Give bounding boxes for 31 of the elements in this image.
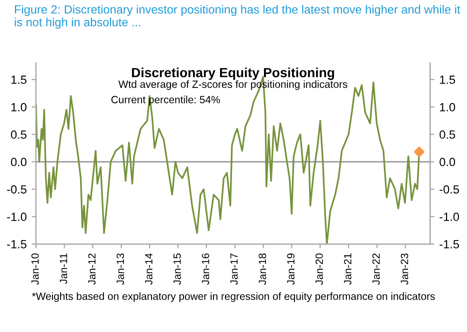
y2-tick-label: -1.5 [440, 240, 459, 248]
y-tick-label: 0.0 [10, 158, 26, 166]
x-tick-label: Jan-11 [60, 254, 68, 284]
x-tick-label: Jan-23 [400, 254, 408, 285]
y-tick-label: 0.5 [10, 130, 26, 139]
x-tick-label: Jan-15 [174, 253, 181, 285]
y2-tick-label: 0.0 [440, 158, 456, 166]
x-tick-label: Jan-16 [202, 254, 210, 285]
text: *Weights based on explanatory power in regression of equity performance on indicators [32, 292, 435, 302]
x-tick-label: Jan-22 [372, 254, 380, 285]
x-tick-label: Jan-19 [287, 254, 294, 285]
y2-tick-label: -0.5 [440, 185, 459, 194]
x-tick-label: Jan-17 [230, 254, 238, 285]
y-tick-label: 1.0 [11, 102, 26, 112]
y2-tick-label: 1.0 [440, 102, 456, 112]
x-tick-label: Jan-20 [316, 253, 323, 285]
x-tick-label: Jan-21 [344, 254, 352, 285]
chart-title: Discretionary Equity Positioning [132, 68, 334, 80]
y-tick-label: -1.0 [7, 212, 26, 221]
x-tick-label: Jan-13 [116, 254, 124, 285]
y2-tick-label: 1.5 [440, 76, 456, 84]
x-tick-label: Jan-10 [31, 253, 39, 285]
y-tick-label: -0.5 [7, 185, 26, 194]
x-tick-label: Jan-14 [145, 253, 152, 285]
x-tick-label: Jan-18 [258, 254, 266, 285]
y-tick-label: -1.5 [7, 240, 26, 248]
y2-tick-label: 0.5 [440, 130, 456, 139]
y-tick-label: 1.5 [11, 76, 26, 84]
y2-tick-label: -1.0 [440, 212, 460, 221]
caption: Figure 2: Discretionary investor positioning has led the latest move higher and while it is not high in absolute ... [14, 4, 460, 29]
x-tick-label: Jan-12 [88, 254, 96, 285]
